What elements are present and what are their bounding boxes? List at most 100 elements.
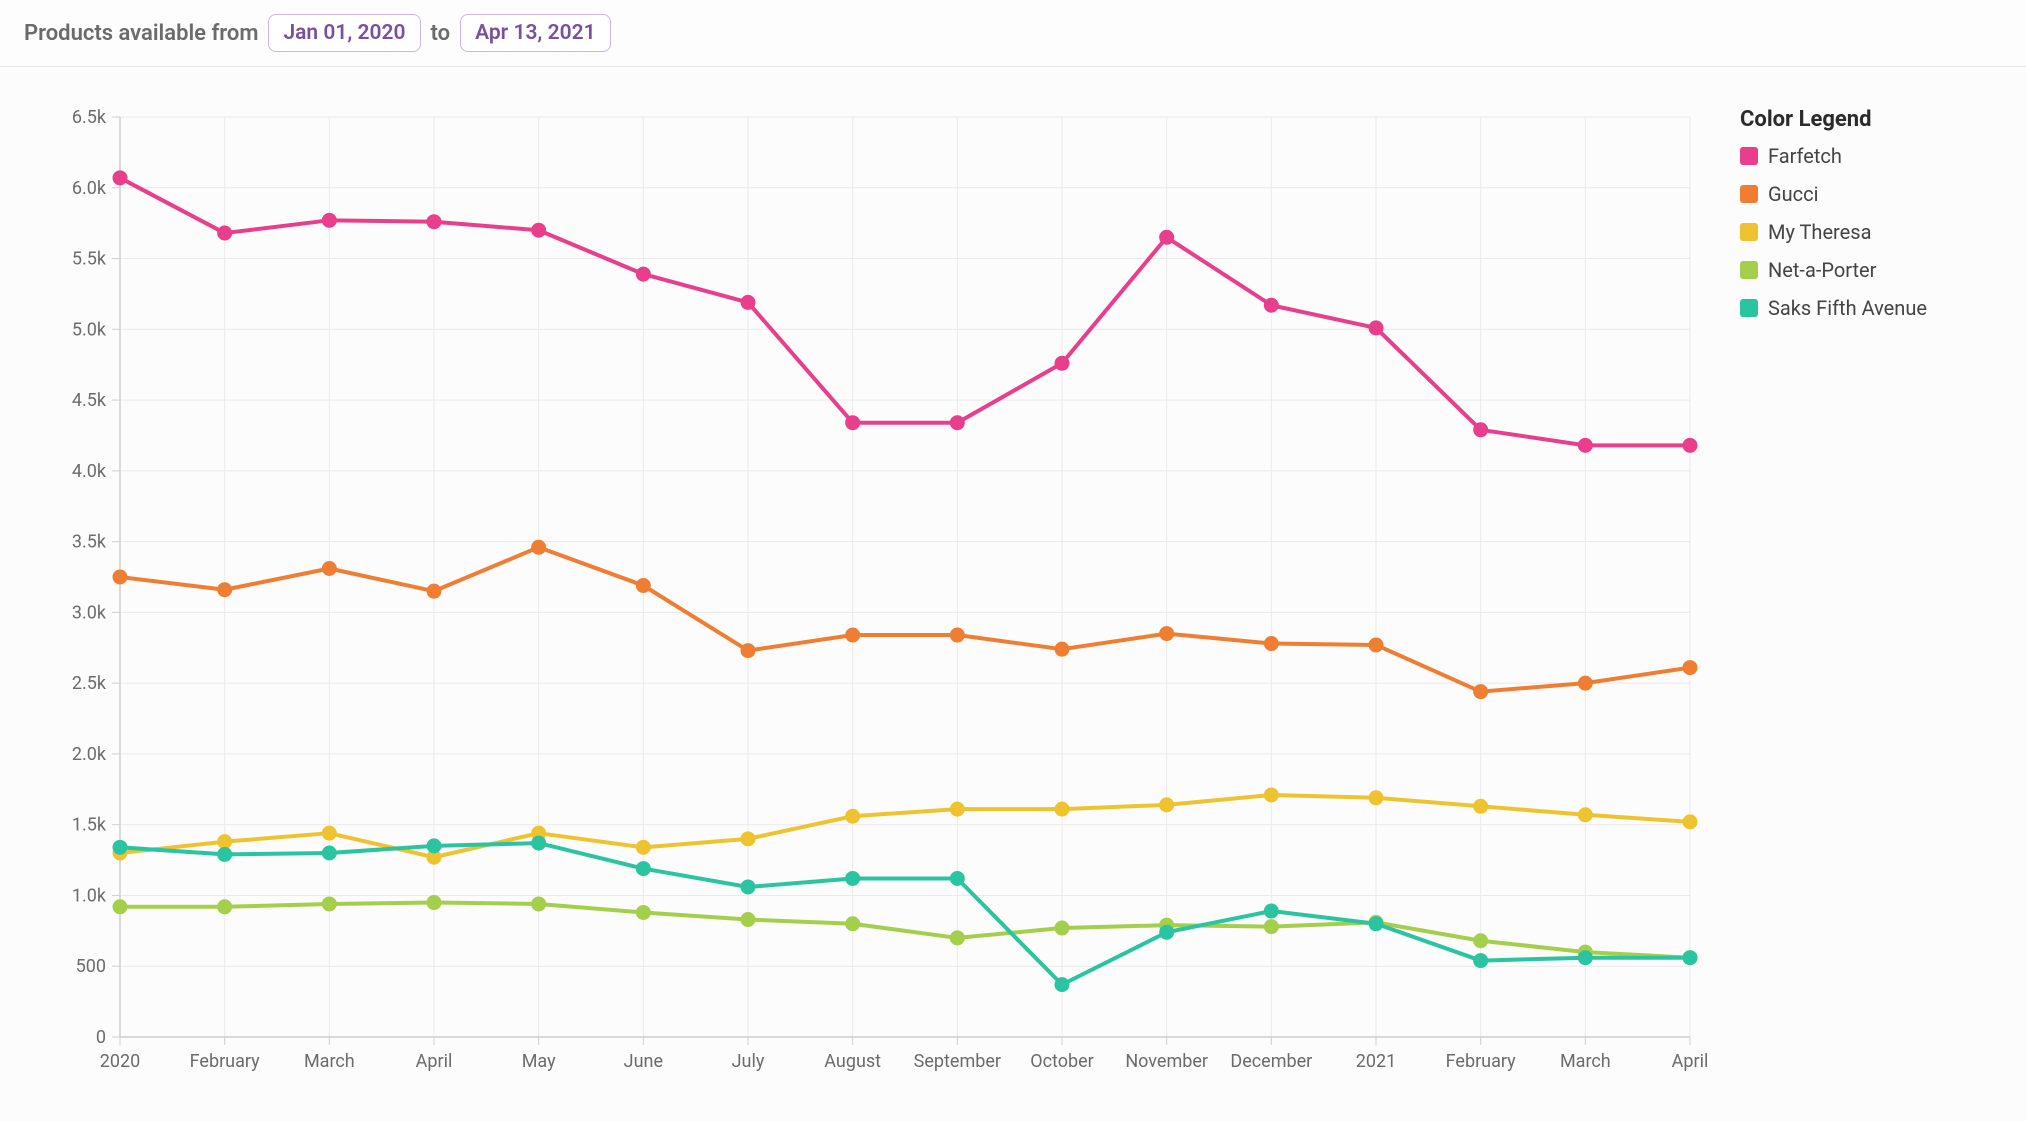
y-axis-tick-label: 6.5k — [72, 107, 107, 128]
data-point[interactable] — [532, 540, 546, 554]
legend-item[interactable]: Farfetch — [1740, 144, 1927, 168]
data-point[interactable] — [636, 862, 650, 876]
data-point[interactable] — [636, 905, 650, 919]
y-axis-tick-label: 1.0k — [72, 885, 107, 906]
legend-swatch — [1740, 299, 1758, 317]
data-point[interactable] — [950, 802, 964, 816]
y-axis-tick-label: 2.5k — [72, 673, 107, 694]
data-point[interactable] — [1160, 925, 1174, 939]
data-point[interactable] — [1264, 904, 1278, 918]
legend-label: Gucci — [1768, 182, 1818, 206]
legend-swatch — [1740, 223, 1758, 241]
data-point[interactable] — [322, 826, 336, 840]
data-point[interactable] — [636, 840, 650, 854]
data-point[interactable] — [113, 900, 127, 914]
data-point[interactable] — [741, 913, 755, 927]
data-point[interactable] — [1683, 815, 1697, 829]
data-point[interactable] — [218, 900, 232, 914]
chart-header: Products available from Jan 01, 2020 to … — [0, 0, 2026, 67]
data-point[interactable] — [218, 835, 232, 849]
data-point[interactable] — [218, 583, 232, 597]
y-axis-tick-label: 3.5k — [72, 532, 107, 553]
data-point[interactable] — [1264, 298, 1278, 312]
data-point[interactable] — [1160, 230, 1174, 244]
x-axis-tick-label: February — [190, 1051, 260, 1072]
data-point[interactable] — [1369, 917, 1383, 931]
data-point[interactable] — [322, 897, 336, 911]
date-to-picker[interactable]: Apr 13, 2021 — [460, 14, 610, 52]
data-point[interactable] — [1055, 802, 1069, 816]
x-axis-tick-label: July — [732, 1051, 765, 1072]
legend-item[interactable]: Net-a-Porter — [1740, 258, 1927, 282]
data-point[interactable] — [1578, 438, 1592, 452]
data-point[interactable] — [427, 896, 441, 910]
legend-item[interactable]: My Theresa — [1740, 220, 1927, 244]
data-point[interactable] — [1055, 356, 1069, 370]
y-axis-tick-label: 3.0k — [72, 602, 107, 623]
data-point[interactable] — [846, 871, 860, 885]
data-point[interactable] — [950, 628, 964, 642]
data-point[interactable] — [218, 847, 232, 861]
legend-item[interactable]: Saks Fifth Avenue — [1740, 296, 1927, 320]
data-point[interactable] — [1055, 978, 1069, 992]
data-point[interactable] — [1369, 638, 1383, 652]
data-point[interactable] — [950, 871, 964, 885]
data-point[interactable] — [1683, 438, 1697, 452]
data-point[interactable] — [1369, 321, 1383, 335]
date-from-picker[interactable]: Jan 01, 2020 — [268, 14, 420, 52]
data-point[interactable] — [1578, 808, 1592, 822]
data-point[interactable] — [1474, 799, 1488, 813]
data-point[interactable] — [636, 578, 650, 592]
x-axis-tick-label: November — [1125, 1051, 1208, 1072]
data-point[interactable] — [741, 295, 755, 309]
data-point[interactable] — [1160, 627, 1174, 641]
data-point[interactable] — [113, 171, 127, 185]
data-point[interactable] — [636, 267, 650, 281]
data-point[interactable] — [1474, 954, 1488, 968]
data-point[interactable] — [741, 880, 755, 894]
data-point[interactable] — [950, 416, 964, 430]
data-point[interactable] — [741, 832, 755, 846]
legend-label: Farfetch — [1768, 144, 1842, 168]
data-point[interactable] — [1264, 637, 1278, 651]
data-point[interactable] — [1683, 951, 1697, 965]
chart-svg-wrap: 05001.0k1.5k2.0k2.5k3.0k3.5k4.0k4.5k5.0k… — [30, 97, 1710, 1101]
x-axis-tick-label: October — [1030, 1051, 1094, 1072]
data-point[interactable] — [1369, 791, 1383, 805]
data-point[interactable] — [1055, 642, 1069, 656]
data-point[interactable] — [1683, 661, 1697, 675]
data-point[interactable] — [1578, 676, 1592, 690]
y-axis-tick-label: 4.0k — [72, 461, 107, 482]
data-point[interactable] — [532, 836, 546, 850]
data-point[interactable] — [113, 570, 127, 584]
data-point[interactable] — [1055, 921, 1069, 935]
data-point[interactable] — [846, 809, 860, 823]
data-point[interactable] — [427, 215, 441, 229]
data-point[interactable] — [846, 917, 860, 931]
data-point[interactable] — [1474, 423, 1488, 437]
data-point[interactable] — [322, 562, 336, 576]
data-point[interactable] — [218, 226, 232, 240]
data-point[interactable] — [322, 846, 336, 860]
data-point[interactable] — [427, 584, 441, 598]
data-point[interactable] — [1474, 685, 1488, 699]
data-point[interactable] — [113, 840, 127, 854]
data-point[interactable] — [950, 931, 964, 945]
data-point[interactable] — [322, 213, 336, 227]
legend-swatch — [1740, 185, 1758, 203]
x-axis-tick-label: March — [1560, 1051, 1611, 1072]
data-point[interactable] — [1578, 951, 1592, 965]
data-point[interactable] — [1264, 920, 1278, 934]
data-point[interactable] — [427, 839, 441, 853]
legend-item[interactable]: Gucci — [1740, 182, 1927, 206]
data-point[interactable] — [1264, 788, 1278, 802]
data-point[interactable] — [1160, 798, 1174, 812]
data-point[interactable] — [741, 644, 755, 658]
data-point[interactable] — [532, 223, 546, 237]
x-axis-tick-label: 2021 — [1356, 1051, 1396, 1072]
data-point[interactable] — [1474, 934, 1488, 948]
data-point[interactable] — [846, 628, 860, 642]
data-point[interactable] — [532, 897, 546, 911]
y-axis-tick-label: 500 — [76, 956, 106, 977]
data-point[interactable] — [846, 416, 860, 430]
